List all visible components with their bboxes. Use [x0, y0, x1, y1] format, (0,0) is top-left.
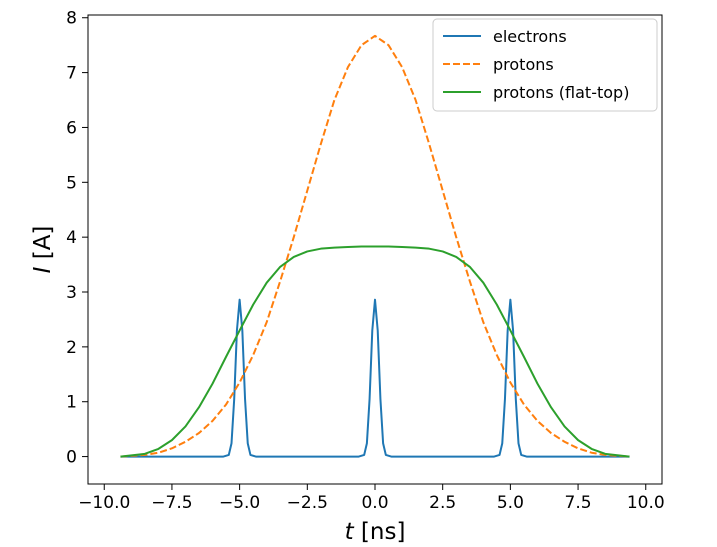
x-tick-label: −2.5 [287, 493, 328, 513]
y-tick-label: 0 [66, 448, 77, 468]
y-tick-label: 5 [66, 173, 77, 193]
y-tick-label: 8 [66, 9, 77, 29]
legend-label: protons (flat-top) [493, 83, 629, 102]
axis-unit: [ns] [354, 519, 406, 545]
x-tick-label: 7.5 [565, 493, 592, 513]
x-tick-label: 2.5 [429, 493, 456, 513]
y-tick-label: 1 [66, 393, 77, 413]
y-axis-ticks: 0 1 2 3 4 5 6 7 8 [66, 9, 88, 468]
x-tick-label: −7.5 [151, 493, 192, 513]
series-line-electrons [120, 298, 630, 458]
legend-box [432, 18, 658, 112]
x-axis-label: t [ns] [345, 519, 406, 545]
legend-label: electrons [493, 27, 567, 46]
y-tick-label: 7 [66, 64, 77, 84]
axis-symbol: I [30, 266, 56, 273]
series-line-protons [120, 34, 630, 458]
y-tick-label: 4 [66, 228, 77, 248]
y-tick-label: 6 [66, 118, 77, 138]
legend-label: protons [493, 55, 554, 74]
x-tick-label: −5.0 [219, 493, 260, 513]
y-tick-label: 3 [66, 283, 77, 303]
x-tick-label: 5.0 [497, 493, 524, 513]
series-line-protons-flat-top [120, 245, 630, 458]
x-tick-label: −10.0 [78, 493, 130, 513]
plot-area: −10.0 −7.5 −5.0 −2.5 0.0 2.5 5.0 7.5 10.0 0 1 2 3 4 5… [66, 9, 665, 513]
y-tick-label: 2 [66, 338, 77, 358]
axis-symbol: t [345, 519, 355, 545]
legend: electrons protons protons (flat-top) [432, 18, 658, 112]
x-tick-label: 10.0 [627, 493, 665, 513]
x-tick-label: 0.0 [361, 493, 388, 513]
axis-unit: [A] [30, 226, 56, 267]
series-layer [120, 34, 630, 458]
x-axis-ticks: −10.0 −7.5 −5.0 −2.5 0.0 2.5 5.0 7.5 10.0 [78, 484, 665, 513]
y-axis-label: I [A] [30, 226, 56, 274]
